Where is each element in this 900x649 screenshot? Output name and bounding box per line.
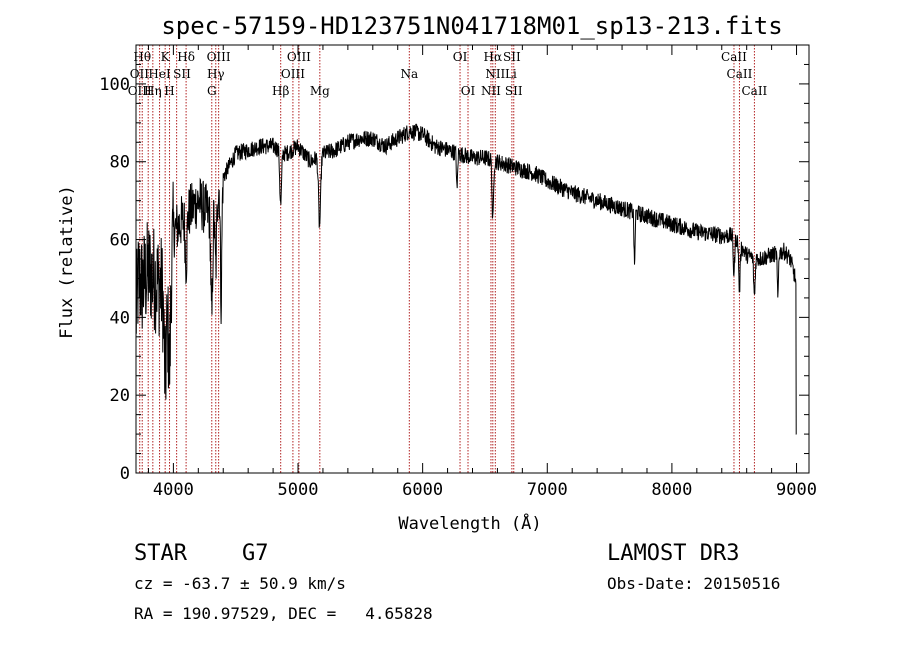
line-label: NII xyxy=(481,84,501,98)
x-tick-label: 8000 xyxy=(651,480,692,500)
line-label: OIII xyxy=(207,50,231,64)
line-label: CaII xyxy=(721,50,747,64)
line-label: Na xyxy=(400,67,418,81)
line-label: Hβ xyxy=(272,84,289,98)
line-label: SII xyxy=(505,84,523,98)
line-label: SII xyxy=(173,67,191,81)
object-class: STAR xyxy=(134,541,188,566)
line-label: Hα xyxy=(484,50,503,64)
x-tick-label: 6000 xyxy=(402,480,443,500)
line-label: H xyxy=(164,84,174,98)
y-tick-label: 20 xyxy=(110,386,130,406)
line-label: OI xyxy=(453,50,468,64)
observation-date: Obs-Date: 20150516 xyxy=(607,574,780,593)
line-label: OI xyxy=(461,84,476,98)
y-tick-label: 0 xyxy=(120,464,130,484)
x-tick-label: 5000 xyxy=(278,480,319,500)
axis-ticks: 4000 5000 6000 7000 8000 9000 0 20 40 60 80 100 xyxy=(99,45,817,500)
spectrum-line xyxy=(135,123,797,435)
x-axis-label: Wavelength (Å) xyxy=(398,512,541,534)
x-tick-label: 7000 xyxy=(527,480,568,500)
line-label: NII xyxy=(485,67,505,81)
line-label: OIII xyxy=(128,84,152,98)
y-axis-label: Flux (relative) xyxy=(57,185,77,339)
y-tick-label: 80 xyxy=(110,153,130,173)
line-label: Hδ xyxy=(177,50,195,64)
coordinates: RA = 190.97529, DEC = 4.65828 xyxy=(134,604,433,623)
y-tick-label: 100 xyxy=(99,75,130,95)
line-label: Hθ xyxy=(133,50,151,64)
survey-name: LAMOST DR3 xyxy=(607,541,739,566)
line-label: CaII xyxy=(727,67,753,81)
line-label: HeI xyxy=(148,67,171,81)
line-label: G xyxy=(207,84,217,98)
line-label: SII xyxy=(503,50,521,64)
line-label: Hη xyxy=(144,84,162,98)
line-label: Hγ xyxy=(207,67,225,81)
x-tick-label: 4000 xyxy=(153,480,194,500)
line-label: OIII xyxy=(287,50,311,64)
line-label: OII xyxy=(130,67,150,81)
y-tick-label: 60 xyxy=(110,231,130,251)
line-label: K xyxy=(161,50,171,64)
y-tick-label: 40 xyxy=(110,308,130,328)
plot-frame xyxy=(135,44,810,474)
emission-line-markers xyxy=(139,45,755,473)
line-label: Mg xyxy=(310,84,330,98)
chart-title: spec-57159-HD123751N041718M01_sp13-213.f… xyxy=(161,12,782,40)
line-label: OIII xyxy=(281,67,305,81)
subclass: G7 xyxy=(242,541,269,566)
redshift-cz: cz = -63.7 ± 50.9 km/s xyxy=(134,574,346,593)
line-label: CaII xyxy=(741,84,767,98)
line-label: Li xyxy=(505,67,517,81)
x-tick-label: 9000 xyxy=(776,480,817,500)
